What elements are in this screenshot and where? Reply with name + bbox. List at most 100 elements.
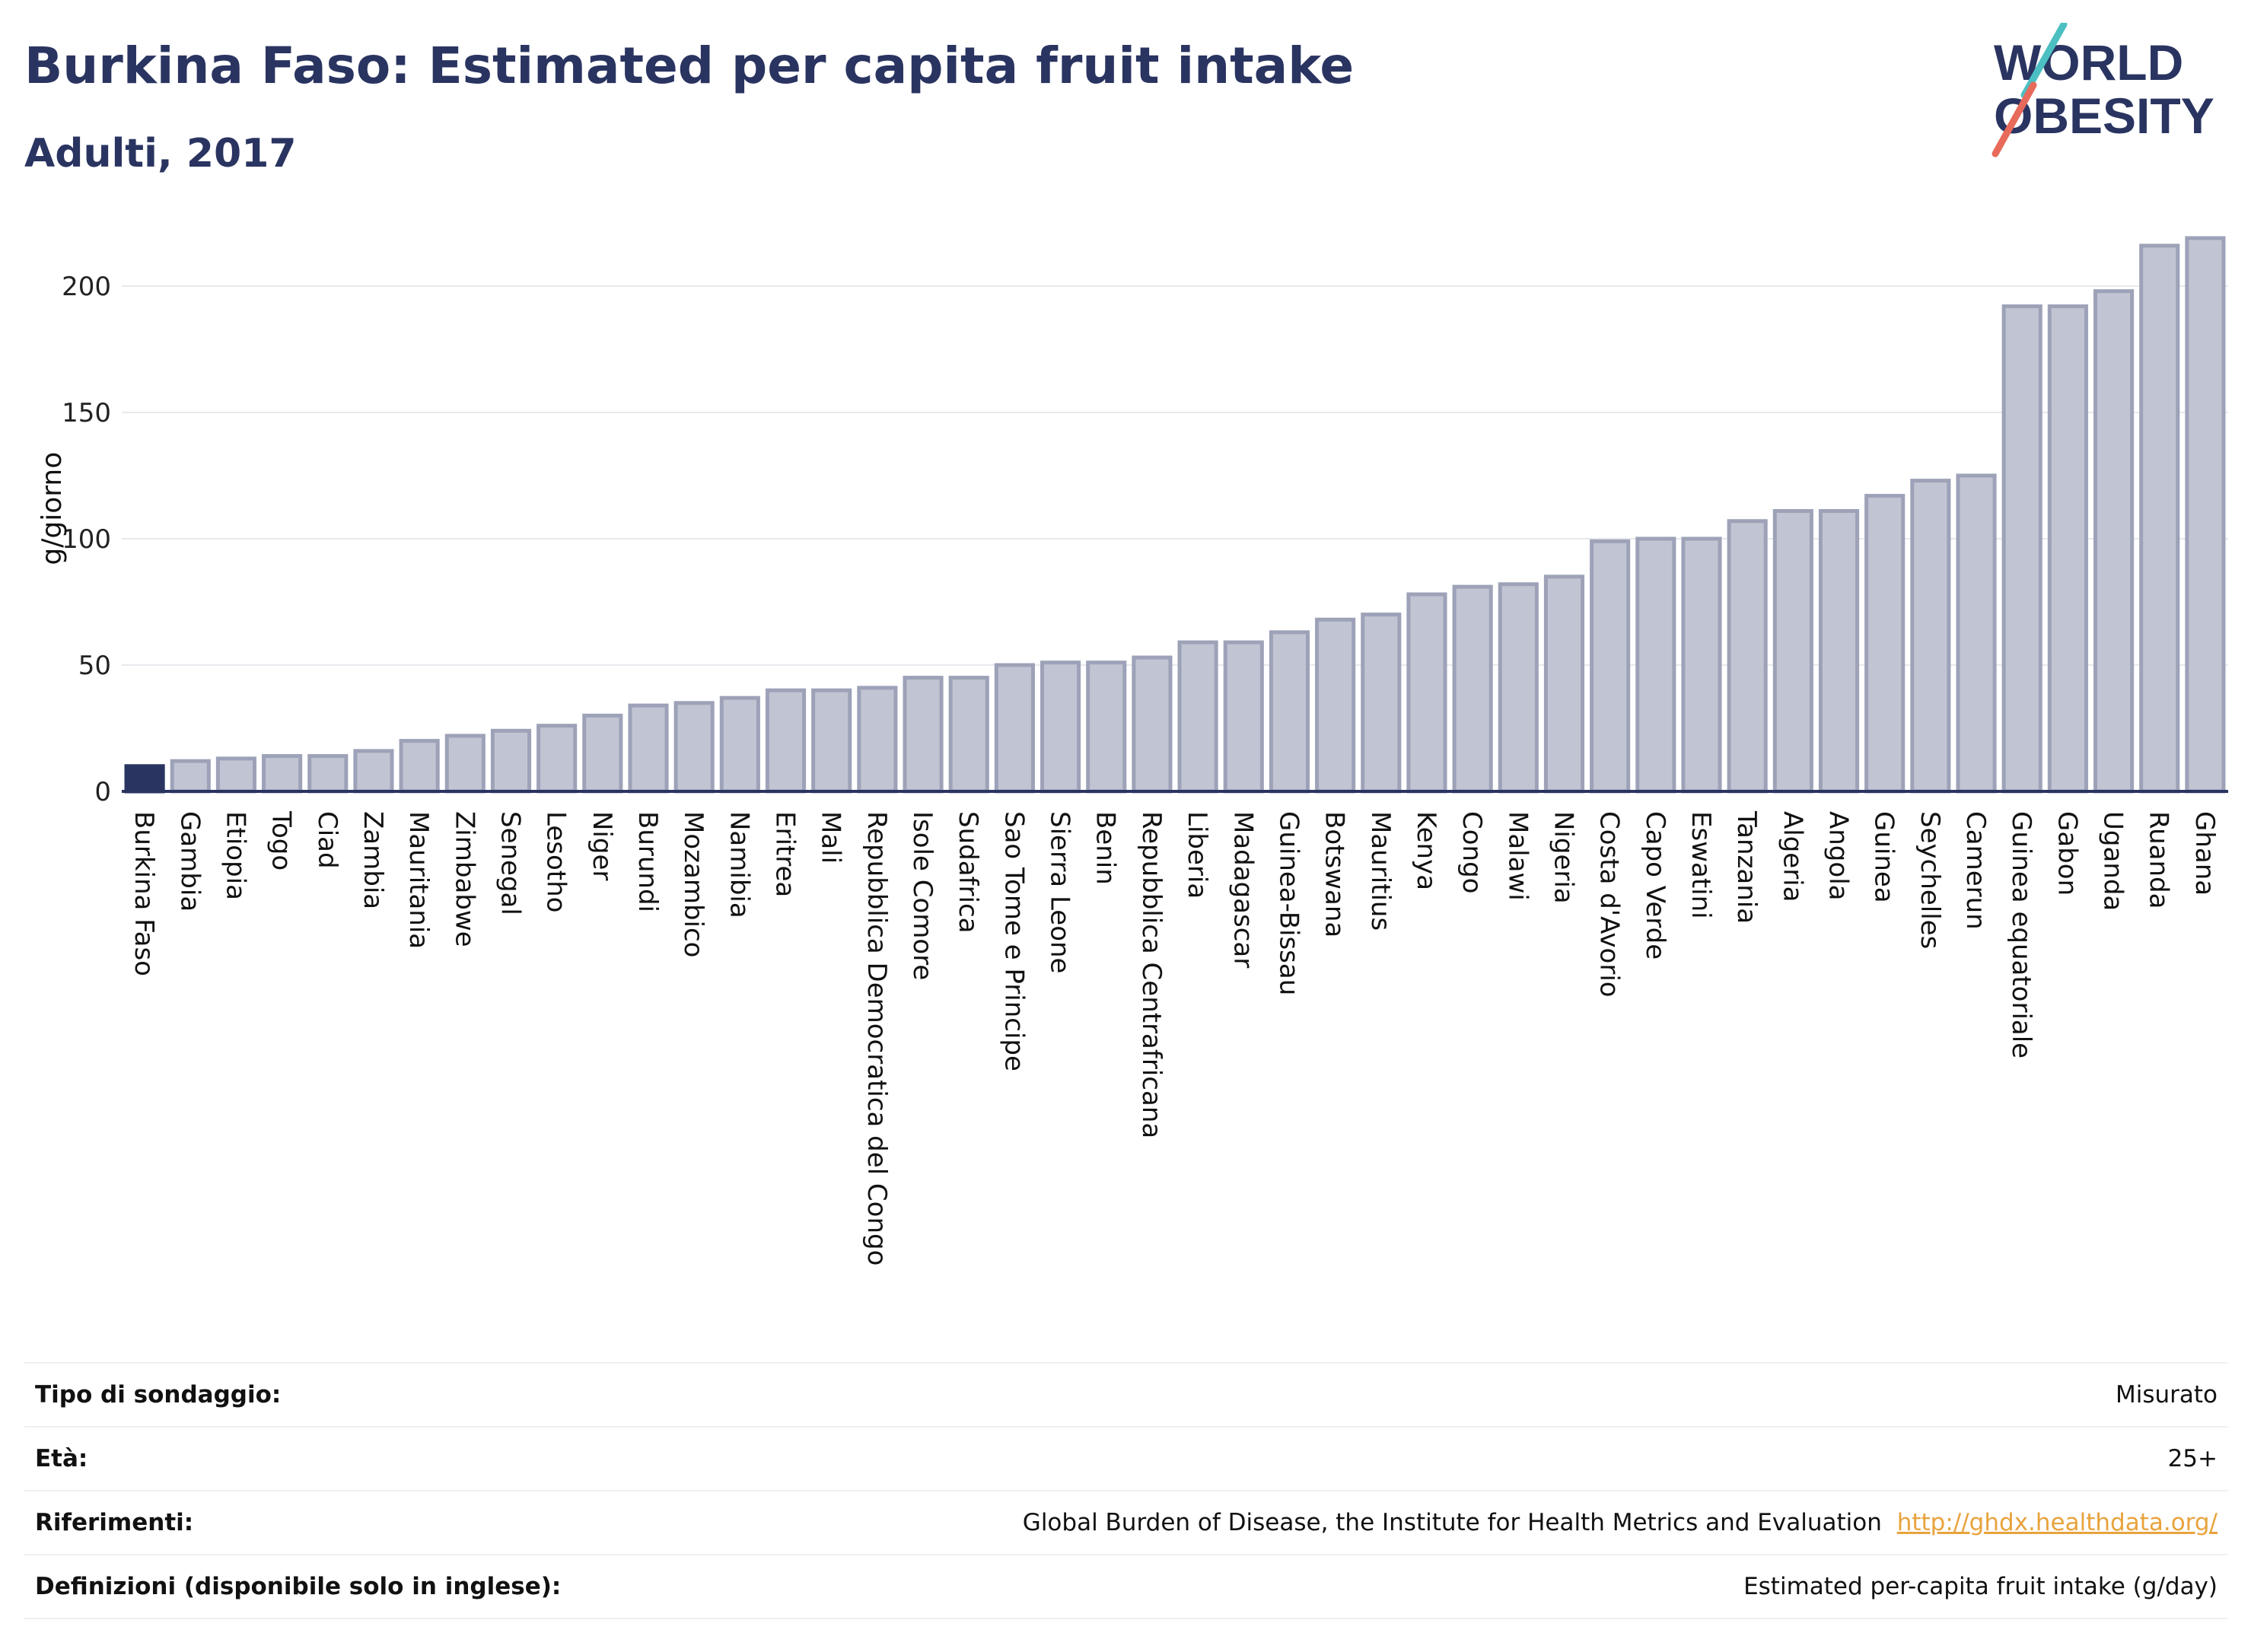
x-tick-label: Congo (1457, 811, 1487, 893)
x-tick-label: Malawi (1502, 811, 1533, 901)
bar (1315, 617, 1356, 794)
x-tick-label: Mali (816, 811, 846, 864)
bar (1590, 539, 1631, 794)
y-tick-label: 150 (62, 398, 111, 428)
x-tick-label: Liberia (1182, 811, 1212, 899)
bar (1635, 536, 1676, 794)
x-tick-label: Costa d'Avorio (1594, 811, 1625, 998)
x-tick-label: Burundi (632, 811, 663, 912)
x-tick-label: Gambia (174, 811, 205, 912)
x-tick-label: Sierra Leone (1045, 811, 1075, 973)
x-tick-label: Lesotho (541, 811, 572, 912)
x-tick-label: Niger (587, 811, 617, 880)
x-tick-label: Seychelles (1915, 811, 1945, 949)
info-value: Global Burden of Disease, the Institute … (1022, 1509, 1882, 1536)
bar (1132, 655, 1173, 794)
bar (1498, 582, 1539, 794)
x-tick-label: Capo Verde (1640, 811, 1670, 960)
bar (2139, 244, 2180, 794)
bar (1910, 479, 1951, 794)
x-tick-label: Repubblica Centrafricana (1136, 811, 1167, 1138)
bar (353, 749, 394, 794)
bar (1818, 508, 1860, 794)
bar (765, 688, 807, 794)
logo-slash-coral (1992, 81, 2037, 158)
info-row-definitions: Definizioni (disponibile solo in inglese… (24, 1554, 2228, 1619)
x-tick-label: Mauritius (1365, 811, 1396, 931)
x-tick-label: Sao Tome e Principe (998, 811, 1029, 1071)
bar (811, 688, 852, 794)
x-tick-label: Eswatini (1686, 811, 1716, 919)
x-tick-label: Tanzania (1731, 810, 1762, 924)
x-tick-label: Repubblica Democratica del Congo (861, 811, 892, 1265)
bar (399, 739, 440, 794)
x-tick-label: Eritrea (770, 811, 801, 897)
x-tick-label: Guinea equatoriale (2006, 811, 2036, 1058)
x-tick-label: Ghana (2189, 811, 2220, 896)
x-tick-label: Benin (1090, 811, 1121, 885)
info-row-survey-type: Tipo di sondaggio: Misurato (24, 1362, 2228, 1426)
x-tick-label: Algeria (1777, 811, 1807, 902)
x-tick-label: Isole Comore (907, 811, 938, 980)
y-axis-label: g/giorno (37, 452, 68, 565)
bar (628, 703, 669, 794)
info-row-age: Età: 25+ (24, 1426, 2228, 1490)
bar (673, 701, 715, 794)
x-tick-label: Gabon (2052, 811, 2082, 896)
bar (719, 695, 760, 794)
bar (1452, 584, 1493, 794)
info-row-references: Riferimenti: Global Burden of Disease, t… (24, 1490, 2228, 1554)
x-tick-label: Nigeria (1548, 811, 1578, 904)
bar (857, 686, 898, 794)
info-key: Età: (35, 1445, 88, 1472)
bar (536, 724, 578, 794)
bar (124, 764, 165, 794)
x-tick-label: Guinea (1869, 811, 1899, 903)
bar (1543, 575, 1585, 794)
y-tick-label: 200 (62, 272, 111, 302)
x-tick-label: Ruanda (2144, 811, 2174, 909)
bar (1177, 640, 1218, 794)
y-tick-label: 100 (62, 524, 111, 555)
x-tick-label: Uganda (2098, 811, 2128, 911)
x-tick-label: Guinea-Bissau (1273, 811, 1304, 995)
info-value: Misurato (2115, 1381, 2218, 1408)
x-tick-label: Camerun (1960, 811, 1991, 930)
logo-text-world: WORLD (1994, 34, 2183, 91)
x-tick-label: Mozambico (678, 811, 708, 957)
world-obesity-logo: WORLD OBESITY (1992, 23, 2214, 158)
info-key: Riferimenti: (35, 1509, 194, 1536)
info-value: 25+ (2167, 1445, 2218, 1472)
bar (2185, 236, 2226, 794)
x-tick-label: Kenya (1411, 811, 1441, 890)
bar (2093, 289, 2135, 794)
bar (215, 756, 257, 794)
bar (1864, 494, 1906, 794)
x-tick-label: Senegal (495, 811, 525, 915)
info-value: Estimated per-capita fruit intake (g/day… (1743, 1573, 2218, 1600)
y-tick-label: 50 (78, 651, 111, 681)
x-tick-label: Botswana (1320, 811, 1350, 937)
bar (2001, 304, 2042, 794)
bar (1269, 630, 1310, 794)
y-tick-label: 0 (94, 777, 111, 807)
x-tick-label: Zambia (358, 811, 388, 909)
bar (903, 676, 944, 794)
bar (1040, 660, 1081, 794)
info-key: Tipo di sondaggio: (35, 1381, 282, 1408)
x-tick-label: Mauritania (403, 811, 434, 949)
x-tick-label: Angola (1823, 811, 1854, 900)
bar (307, 754, 349, 794)
bar (948, 676, 989, 794)
bar (1681, 536, 1722, 794)
bar (1727, 519, 1768, 794)
info-key: Definizioni (disponibile solo in inglese… (35, 1573, 562, 1600)
x-tick-label: Zimbabwe (449, 811, 479, 947)
bar (1772, 508, 1813, 794)
bar (262, 754, 303, 794)
info-table: Tipo di sondaggio: Misurato Età: 25+ Rif… (24, 1362, 2228, 1619)
chart-title: Burkina Faso: Estimated per capita fruit… (24, 37, 1355, 95)
reference-link[interactable]: http://ghdx.healthdata.org/ (1896, 1509, 2218, 1536)
bar (2047, 304, 2088, 794)
x-tick-label: Sudafrica (953, 811, 983, 933)
